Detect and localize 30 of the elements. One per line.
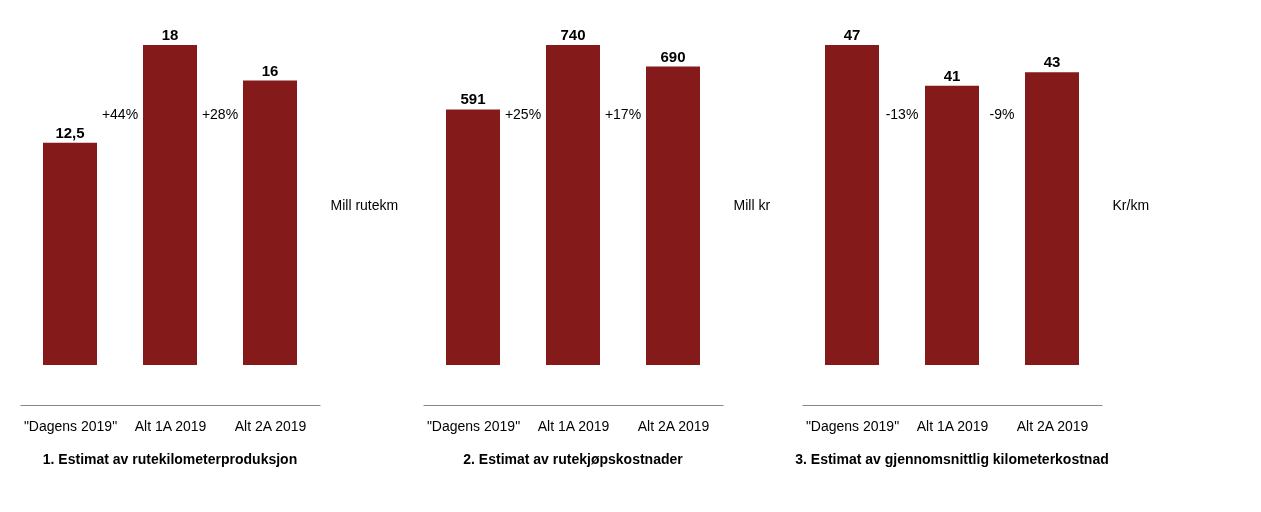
data-label: 12,5: [55, 123, 85, 141]
data-label: 740: [560, 26, 586, 43]
annotation: +17%: [604, 106, 642, 122]
annotation: +44%: [101, 106, 139, 122]
y-axis-title: Mill kr: [733, 196, 771, 213]
x-tick-label: Alt 1A 2019: [537, 417, 610, 434]
x-tick-label: "Dagens 2019": [426, 417, 521, 434]
annotation: +25%: [504, 106, 542, 122]
data-label: 16: [261, 61, 279, 79]
x-tick-label: Alt 2A 2019: [234, 417, 307, 434]
x-tick-label: Alt 1A 2019: [916, 417, 989, 434]
x-tick-label: Alt 2A 2019: [1016, 417, 1089, 434]
x-tick-label: "Dagens 2019": [23, 417, 118, 434]
text: 3. Estimat av gjennomsnittlig kilometerkostnad: [795, 451, 1109, 467]
annotation: -9%: [989, 106, 1015, 122]
x-tick-label: Alt 1A 2019: [134, 417, 207, 434]
data-label: 41: [943, 66, 961, 84]
x-tick-label: "Dagens 2019": [805, 417, 900, 434]
data-label: 47: [843, 26, 861, 43]
data-label: 690: [660, 47, 686, 65]
data-label: 43: [1043, 53, 1061, 71]
y-axis-title: Kr/km: [1112, 196, 1150, 213]
text: 1. Estimat av rutekilometerproduksjon: [42, 451, 298, 467]
data-label: 591: [460, 90, 486, 108]
data-label: 18: [161, 26, 179, 43]
annotation: +28%: [201, 106, 239, 122]
x-tick-label: Alt 2A 2019: [637, 417, 710, 434]
text: 2. Estimat av rutekjøpskostnader: [463, 451, 684, 467]
annotation: -13%: [885, 106, 919, 122]
y-axis-title: Mill rutekm: [330, 196, 399, 213]
